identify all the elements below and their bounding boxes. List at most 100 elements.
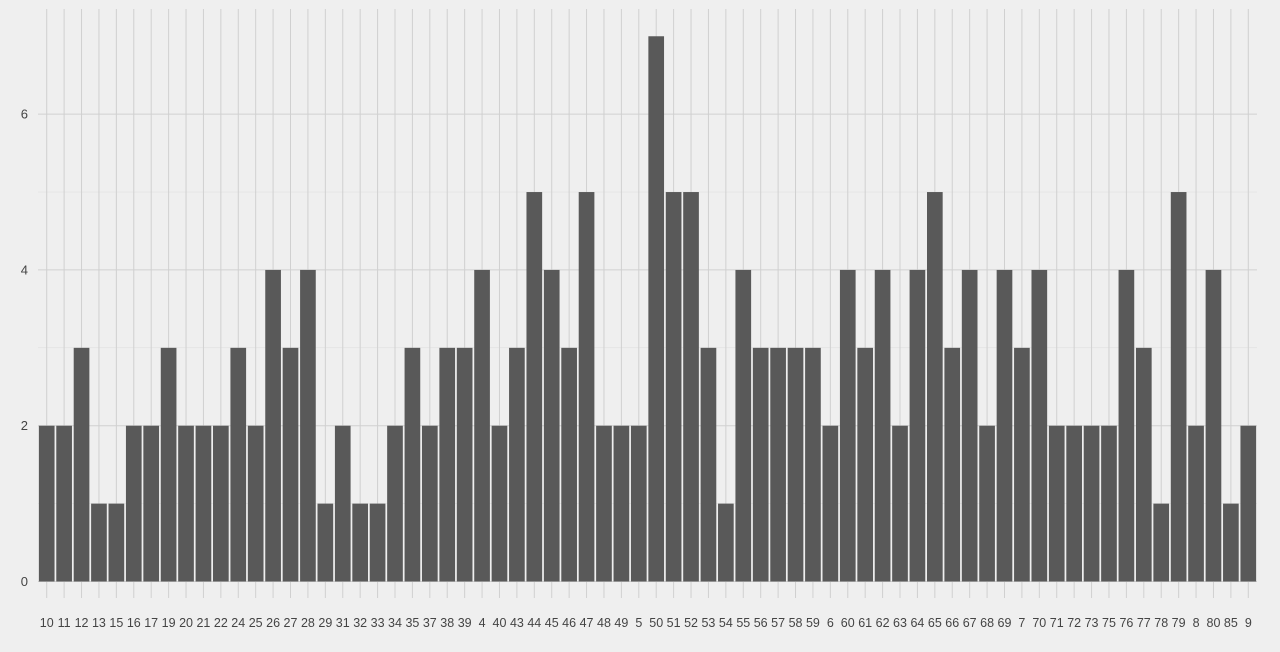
x-tick-label: 65 [928,616,942,630]
y-tick-label: 2 [21,418,28,433]
x-tick-label: 60 [841,616,855,630]
bar-46 [561,347,577,582]
bar-43 [509,347,525,582]
x-tick-label: 62 [876,616,890,630]
x-tick-label: 69 [998,616,1012,630]
x-tick-label: 38 [440,616,454,630]
bar-4 [474,269,490,582]
x-tick-label: 44 [527,616,541,630]
x-tick-label: 17 [144,616,158,630]
x-tick-label: 85 [1224,616,1238,630]
x-tick-label: 11 [58,616,71,630]
bar-67 [961,269,978,582]
bar-25 [247,425,264,582]
bar-16 [125,425,142,582]
x-tick-label: 16 [127,616,141,630]
x-tick-label: 19 [162,616,176,630]
bar-28 [300,269,316,582]
x-tick-label: 71 [1050,616,1064,630]
bars [38,36,1257,582]
bar-57 [770,347,786,582]
bar-27 [282,347,299,582]
bar-9 [1240,425,1257,582]
x-tick-label: 45 [545,616,559,630]
bar-37 [421,425,438,582]
x-tick-label: 21 [196,616,210,630]
bar-68 [979,425,995,582]
x-tick-label: 28 [301,616,315,630]
bar-55 [735,269,752,582]
x-tick-label: 57 [771,616,785,630]
x-tick-label: 34 [388,616,402,630]
bar-7 [1014,347,1030,582]
bar-62 [874,269,891,582]
x-tick-label: 59 [806,616,820,630]
bar-5 [630,425,647,582]
x-tick-label: 15 [109,616,123,630]
bar-61 [857,347,874,582]
bar-11 [56,425,72,582]
bar-6 [822,425,839,582]
bar-56 [752,347,769,582]
x-tick-label: 61 [858,616,872,630]
bar-69 [996,269,1013,582]
bar-60 [839,269,856,582]
bar-12 [73,347,90,582]
bar-8 [1188,425,1204,582]
bar-66 [944,347,961,582]
x-tick-label: 29 [318,616,332,630]
bar-15 [108,503,125,582]
x-tick-label: 47 [580,616,594,630]
x-tick-label: 46 [562,616,576,630]
bar-24 [230,347,247,582]
x-tick-label: 43 [510,616,524,630]
bar-31 [334,425,351,582]
x-tick-label: 79 [1172,616,1186,630]
x-tick-label: 7 [1018,616,1025,630]
bar-80 [1205,269,1222,582]
bar-85 [1223,503,1239,582]
x-tick-label: 4 [479,616,486,630]
bar-10 [38,425,55,582]
x-tick-label: 63 [893,616,907,630]
bar-53 [700,347,717,582]
x-tick-label: 66 [945,616,959,630]
bar-47 [578,192,595,582]
bar-65 [926,192,943,582]
x-tick-label: 31 [336,616,350,630]
x-tick-label: 75 [1102,616,1116,630]
x-tick-label: 52 [684,616,698,630]
y-tick-label: 6 [21,107,28,122]
x-tick-label: 64 [910,616,924,630]
bar-54 [718,503,734,582]
bar-63 [892,425,908,582]
bar-76 [1118,269,1135,582]
bar-50 [648,36,665,582]
x-tick-label: 37 [423,616,437,630]
x-tick-label: 8 [1193,616,1200,630]
x-tick-label: 68 [980,616,994,630]
bar-33 [369,503,386,582]
x-tick-label: 20 [179,616,193,630]
x-tick-label: 40 [493,616,507,630]
bar-22 [213,425,229,582]
x-tick-label: 13 [92,616,106,630]
bar-52 [683,192,699,582]
bar-75 [1101,425,1117,582]
x-tick-label: 35 [405,616,419,630]
bar-21 [195,425,212,582]
bar-38 [439,347,456,582]
bar-49 [613,425,630,582]
x-tick-label: 32 [353,616,367,630]
bar-73 [1083,425,1100,582]
x-tick-label: 10 [40,616,54,630]
bar-59 [805,347,821,582]
x-tick-label: 24 [231,616,245,630]
x-tick-label: 12 [75,616,89,630]
x-tick-label: 54 [719,616,733,630]
bar-70 [1031,269,1048,582]
x-tick-label: 26 [266,616,280,630]
bar-26 [265,269,281,582]
bar-48 [596,425,612,582]
bar-29 [317,503,334,582]
